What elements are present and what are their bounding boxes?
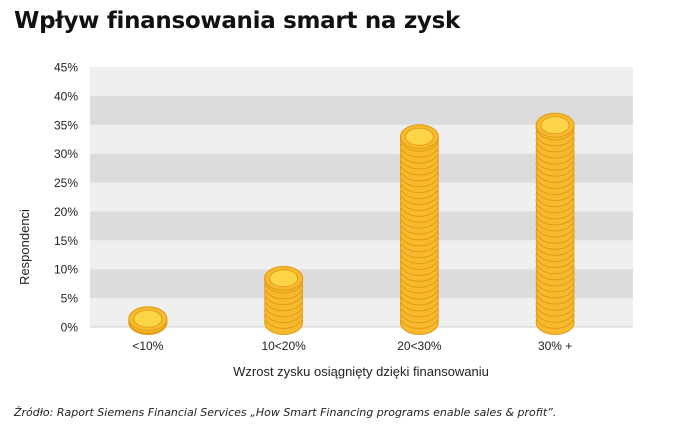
source-note: Źródło: Raport Siemens Financial Service…: [14, 406, 557, 419]
y-tick-label: 20%: [54, 205, 78, 219]
y-axis-label: Respondenci: [17, 209, 32, 285]
x-axis-label: Wzrost zysku osiągnięty dzięki finansowa…: [233, 364, 489, 379]
y-tick-label: 30%: [54, 147, 78, 161]
y-tick-label: 15%: [54, 234, 78, 248]
y-tick-label: 25%: [54, 176, 78, 190]
x-tick-labels: <10% 10<20% 20<30% 30% +: [132, 339, 572, 353]
y-tick-label: 35%: [54, 118, 78, 132]
coin-stack-bar: [535, 112, 575, 335]
y-tick-label: 10%: [54, 263, 78, 277]
coin-stack-bar: [264, 265, 304, 335]
coin-stack-bar: [128, 306, 168, 335]
x-tick-label: 10<20%: [261, 339, 306, 353]
coin-top-inner: [404, 127, 434, 146]
y-tick-labels: 0% 5% 10% 15% 20% 25% 30% 35% 40% 45%: [54, 61, 78, 335]
coin-top-inner: [269, 269, 299, 288]
bar-chart: 0% 5% 10% 15% 20% 25% 30% 35% 40% 45% <10% 10<20% 2…: [17, 61, 633, 379]
coin-stack-bar: [399, 124, 439, 335]
y-tick-label: 5%: [61, 292, 79, 306]
coin-stacks: [128, 112, 575, 335]
y-tick-label: 0%: [61, 321, 79, 335]
grid-band: [90, 67, 633, 96]
x-tick-label: 30% +: [538, 339, 572, 353]
coin-top-inner: [540, 116, 570, 135]
y-tick-label: 40%: [54, 89, 78, 103]
x-tick-label: <10%: [132, 339, 163, 353]
x-tick-label: 20<30%: [397, 339, 442, 353]
y-tick-label: 45%: [54, 61, 78, 75]
chart-title: Wpływ finansowania smart na zysk: [14, 8, 461, 34]
coin-top-inner: [133, 309, 163, 328]
